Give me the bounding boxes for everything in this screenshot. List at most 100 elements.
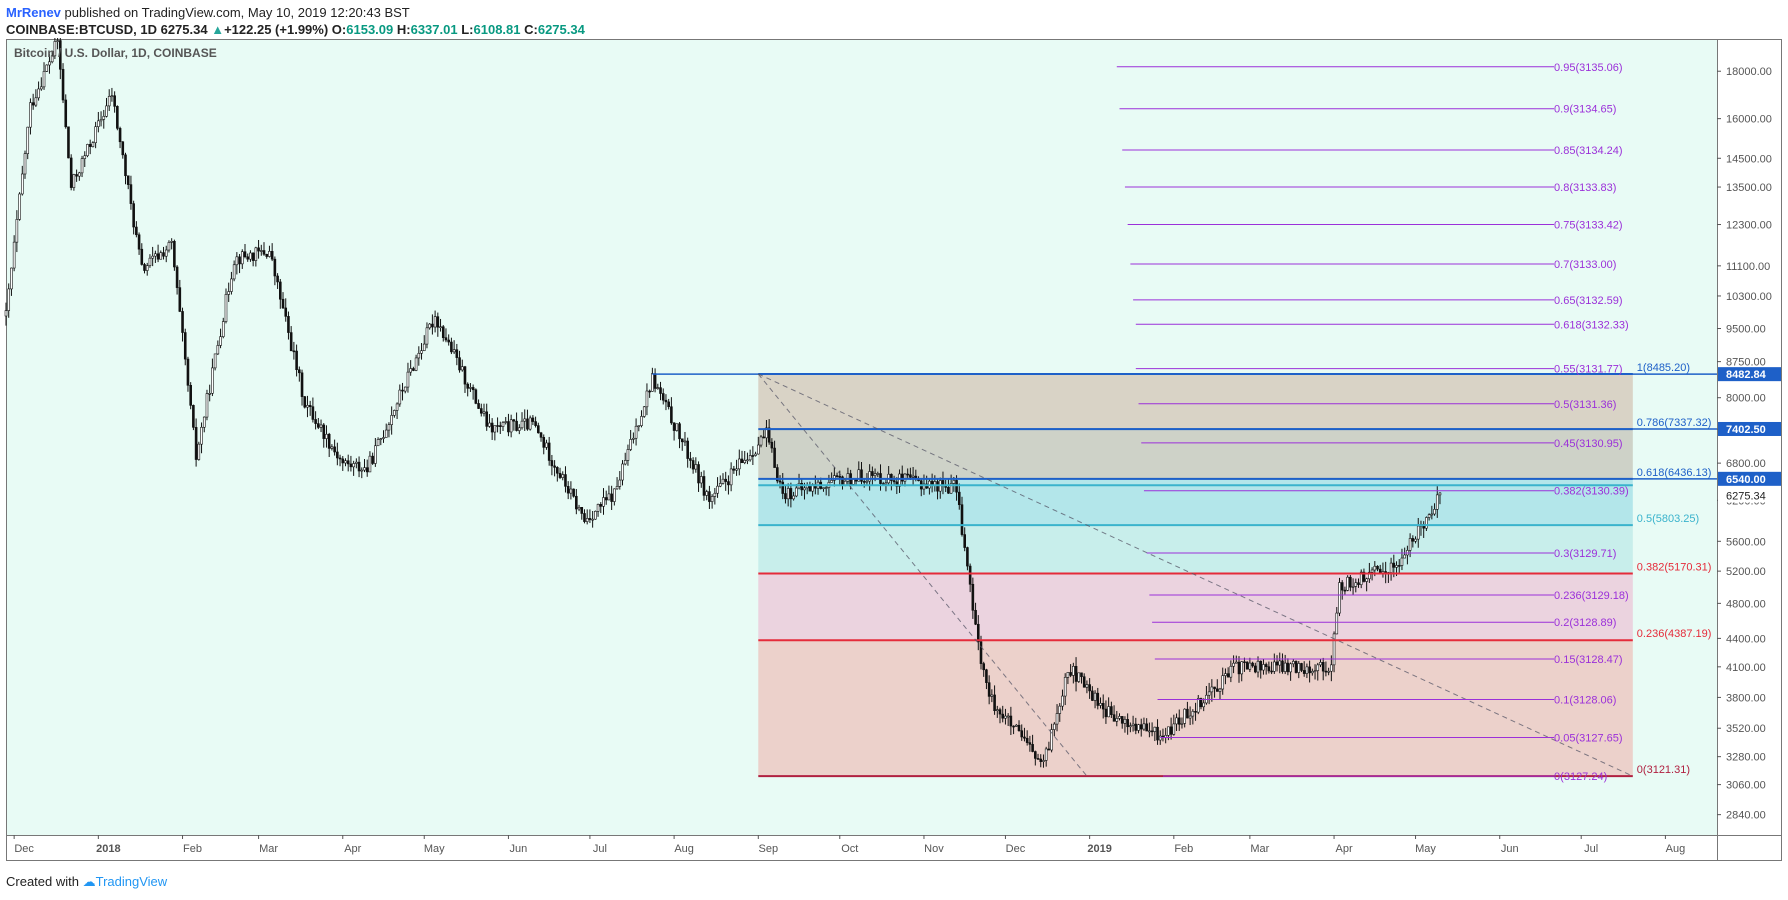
candle-body bbox=[982, 663, 986, 671]
candle bbox=[613, 488, 616, 506]
trendline bbox=[758, 373, 1634, 777]
candle-body bbox=[800, 482, 804, 491]
candle-body bbox=[1403, 554, 1406, 559]
candle bbox=[436, 312, 440, 337]
candle bbox=[238, 254, 241, 274]
purple-fib-label: 0.9(3134.65) bbox=[1554, 104, 1616, 116]
candle-body bbox=[1330, 664, 1333, 672]
candle bbox=[34, 89, 38, 107]
candle-body bbox=[575, 495, 578, 510]
candle bbox=[672, 422, 676, 441]
candle-body bbox=[7, 288, 11, 311]
candle bbox=[317, 417, 320, 430]
candle-body bbox=[1327, 670, 1330, 673]
tradingview-link[interactable]: TradingView bbox=[95, 874, 168, 889]
candle-body bbox=[124, 154, 127, 177]
candle bbox=[1221, 667, 1225, 695]
price-chart[interactable]: 1(8485.20) 0.786(7337.32) 0.618(6436.13) 0.… bbox=[0, 38, 1788, 870]
candle-body bbox=[1373, 565, 1377, 571]
candle-body bbox=[365, 467, 369, 473]
candle-body bbox=[509, 419, 513, 433]
candle-body bbox=[542, 437, 546, 448]
candle bbox=[357, 456, 361, 478]
candle bbox=[18, 192, 21, 221]
candle bbox=[1270, 661, 1273, 675]
candle-body bbox=[121, 141, 125, 156]
candle bbox=[197, 441, 201, 461]
candle bbox=[1340, 580, 1344, 600]
candle-body bbox=[29, 102, 32, 128]
candle-body bbox=[1218, 688, 1222, 692]
candle bbox=[374, 438, 377, 467]
candle bbox=[1411, 535, 1415, 548]
candle-body bbox=[4, 310, 8, 317]
candle-body bbox=[216, 345, 220, 355]
candle bbox=[406, 362, 410, 393]
candle-body bbox=[642, 406, 646, 417]
candle-body bbox=[355, 461, 358, 464]
candle-body bbox=[325, 433, 328, 439]
candle bbox=[116, 105, 119, 131]
candle bbox=[270, 243, 274, 262]
candle bbox=[162, 246, 165, 260]
candle-body bbox=[482, 411, 486, 414]
candle-body bbox=[626, 449, 630, 461]
candle-body bbox=[1088, 684, 1091, 692]
candle bbox=[69, 154, 73, 191]
candle-body bbox=[466, 383, 469, 389]
candle bbox=[1196, 695, 1200, 715]
candle bbox=[621, 460, 624, 486]
candle-body bbox=[105, 105, 108, 117]
candle-body bbox=[987, 682, 991, 697]
x-tick-label: 2018 bbox=[96, 843, 120, 855]
candle-body bbox=[48, 61, 51, 66]
candle-body bbox=[224, 294, 228, 322]
candle bbox=[192, 404, 195, 431]
candle bbox=[694, 457, 698, 473]
candle bbox=[792, 491, 795, 501]
candle-body bbox=[713, 492, 717, 497]
candle bbox=[995, 705, 999, 718]
x-tick-label: Sep bbox=[759, 843, 779, 855]
candle bbox=[403, 386, 407, 394]
candle bbox=[1414, 536, 1417, 544]
candle bbox=[1009, 706, 1013, 735]
candle-body bbox=[1148, 730, 1151, 733]
candle-body bbox=[876, 473, 880, 475]
candle bbox=[890, 473, 893, 491]
candle bbox=[1047, 741, 1051, 751]
candle-body bbox=[1215, 688, 1219, 692]
candle bbox=[1082, 673, 1086, 688]
candle-body bbox=[1150, 730, 1154, 733]
candle-body bbox=[960, 504, 964, 535]
candle bbox=[1180, 717, 1184, 729]
candle-body bbox=[1023, 736, 1026, 739]
y-tick-label: 5200.00 bbox=[1726, 566, 1766, 578]
candle-body bbox=[873, 473, 877, 476]
candle-body bbox=[501, 422, 505, 427]
author-link[interactable]: MrRenev bbox=[6, 5, 61, 20]
candle-body bbox=[1335, 612, 1339, 635]
candle-body bbox=[444, 337, 448, 341]
candle-body bbox=[697, 464, 700, 484]
candle bbox=[72, 173, 76, 191]
candle-body bbox=[238, 256, 241, 265]
candle bbox=[985, 668, 988, 690]
candle bbox=[971, 577, 975, 619]
candle-body bbox=[583, 513, 586, 522]
candle-body bbox=[553, 465, 556, 468]
candle-body bbox=[474, 389, 478, 404]
candle bbox=[1066, 672, 1070, 685]
candle-body bbox=[20, 173, 24, 195]
candle-body bbox=[1183, 708, 1186, 724]
candle bbox=[1281, 653, 1284, 674]
candle-body bbox=[1196, 698, 1200, 713]
candle bbox=[433, 310, 437, 333]
candle-body bbox=[1289, 663, 1292, 673]
candle bbox=[686, 437, 689, 468]
candle bbox=[754, 451, 757, 457]
candle bbox=[699, 471, 703, 488]
x-tick-label: Jul bbox=[1584, 843, 1598, 855]
candle-body bbox=[346, 460, 350, 465]
candle-body bbox=[735, 468, 738, 471]
